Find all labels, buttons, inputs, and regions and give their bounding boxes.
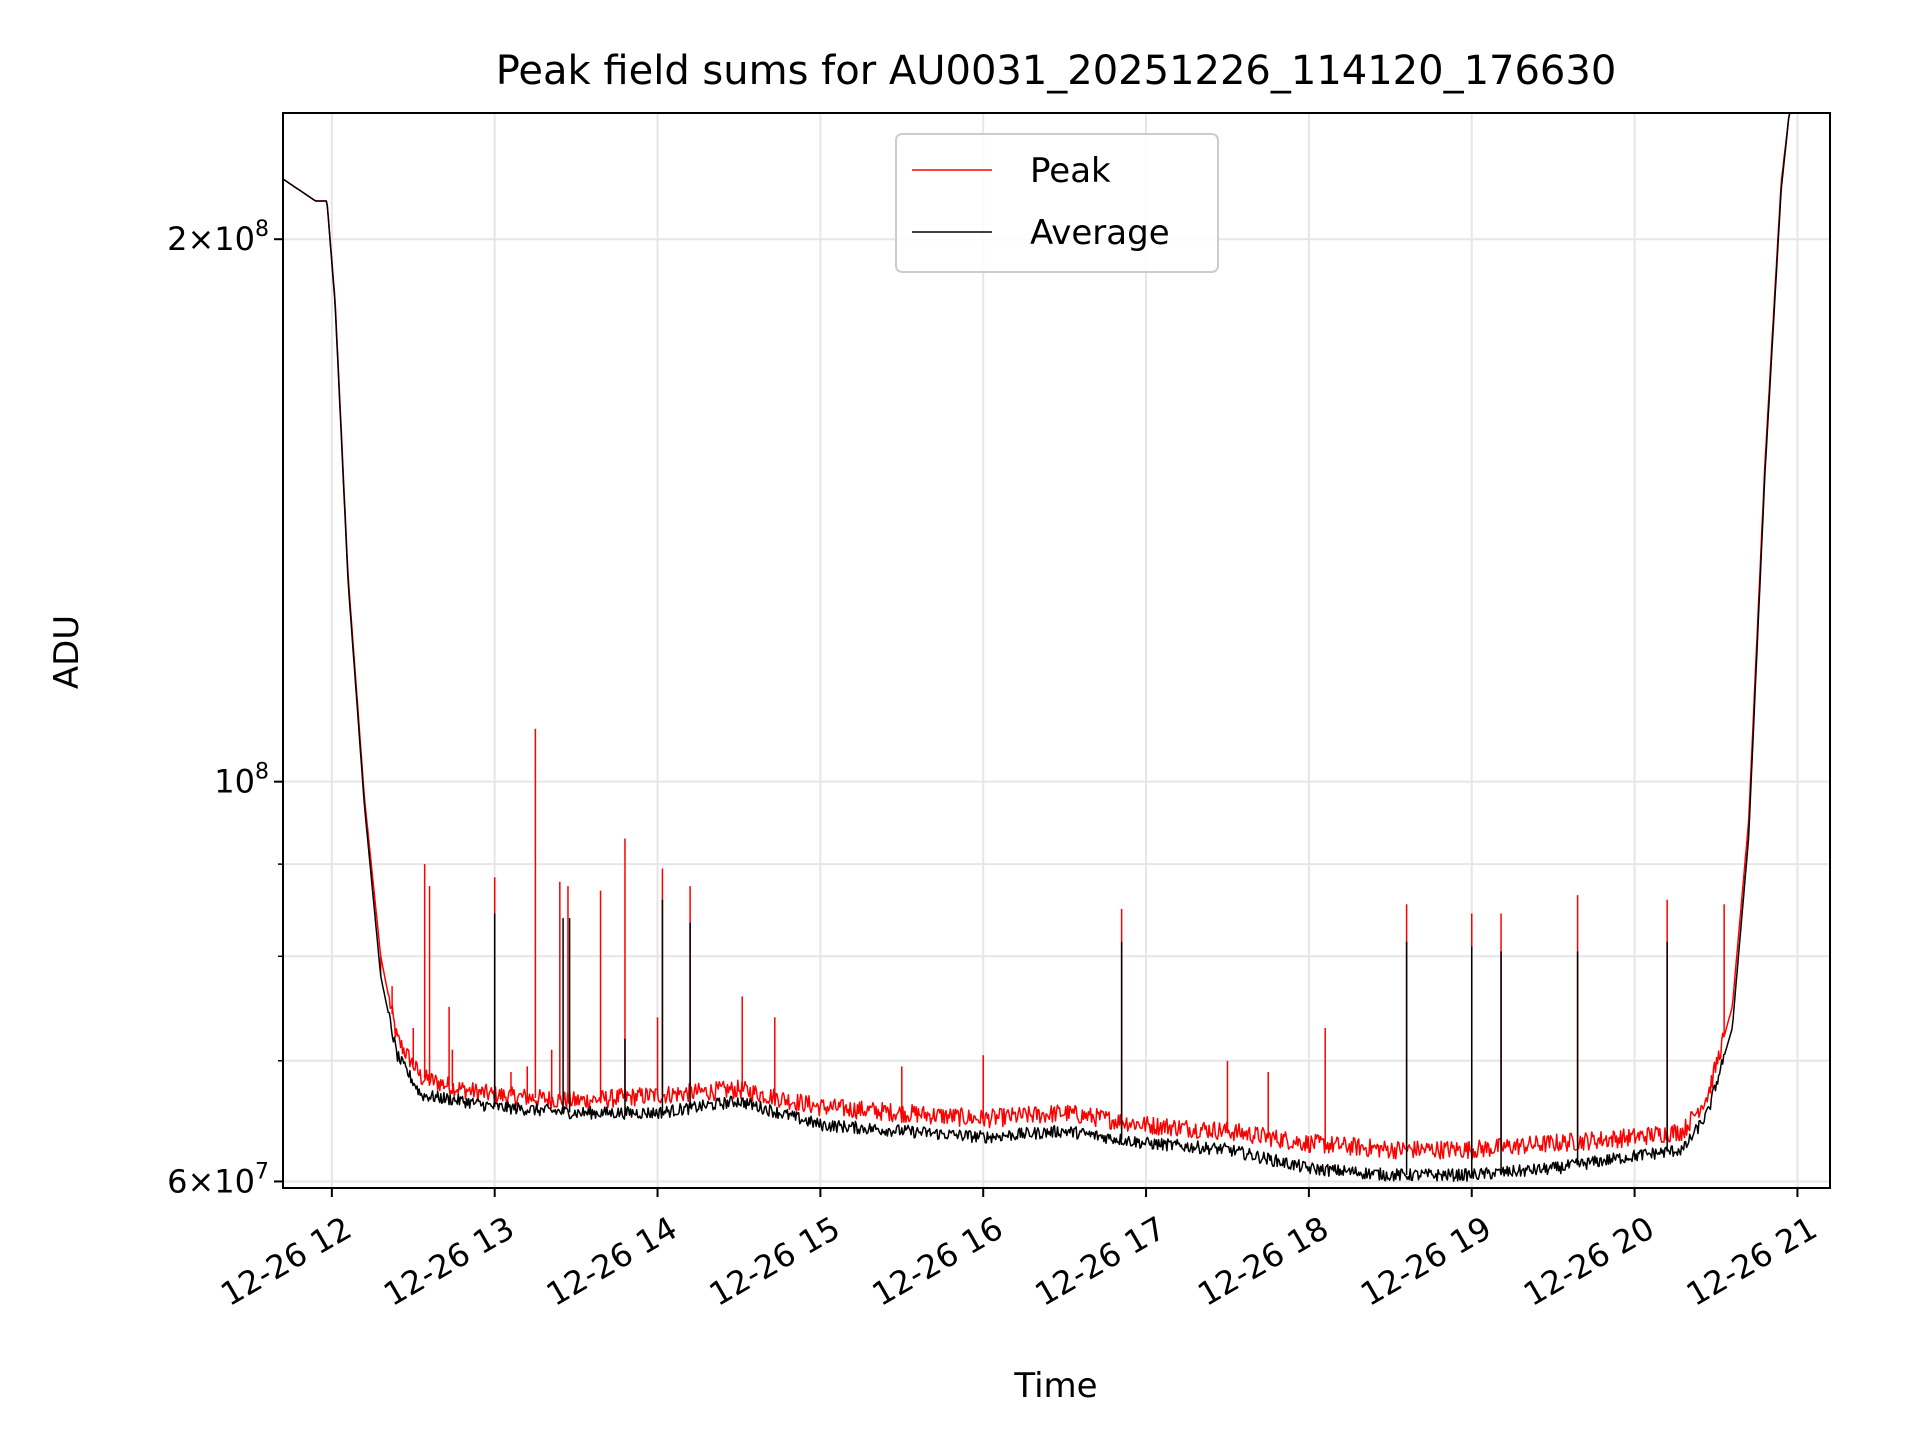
series-line-peak: [282, 112, 1830, 1160]
y-tick-label: 6×107: [167, 1159, 269, 1200]
legend-box: [895, 133, 1219, 273]
x-axis-label: Time: [1013, 1366, 1097, 1406]
legend-label-average: Average: [1030, 213, 1170, 253]
y-tick-label: 2×108: [167, 217, 269, 258]
series-layer: [282, 112, 1830, 1182]
grid-lines: [283, 113, 1830, 1188]
y-axis-ticks: 6×107 108 2×108: [167, 217, 283, 1200]
legend: Peak Average: [895, 133, 1219, 273]
series-line-average: [282, 112, 1830, 1182]
y-axis-label: ADU: [47, 615, 87, 689]
series-average: [282, 112, 1830, 1182]
chart-title: Peak field sums for AU0031_20251226_1141…: [496, 48, 1617, 94]
plot-area-frame: [282, 112, 1831, 1189]
y-tick-label: 108: [214, 760, 269, 801]
legend-label-peak: Peak: [1030, 151, 1111, 191]
